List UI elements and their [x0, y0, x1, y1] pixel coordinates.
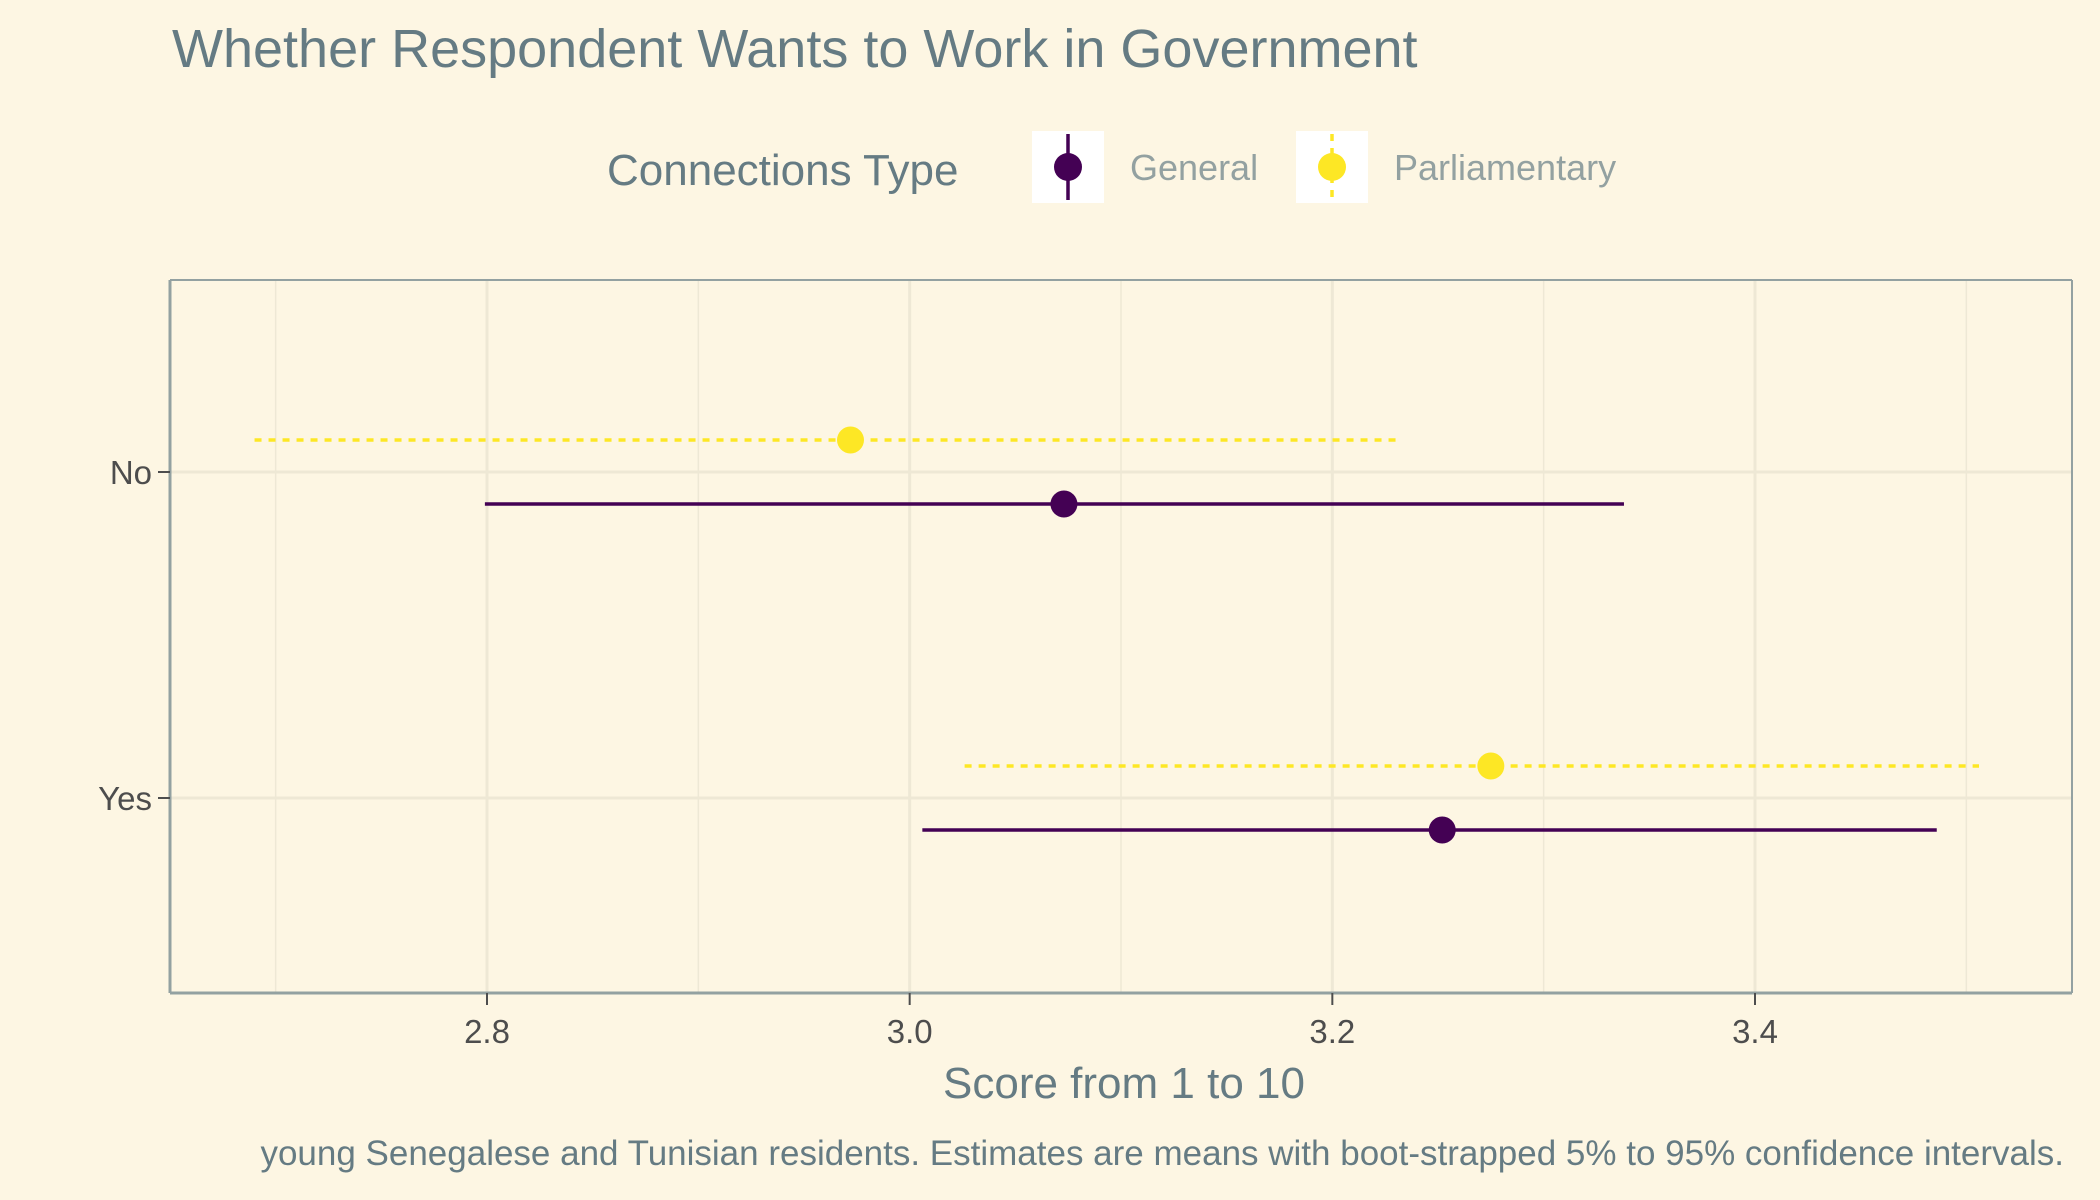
- x-tick-label: 2.8: [464, 1013, 510, 1050]
- plot-marks: [254, 426, 1980, 844]
- point-general-no: [1050, 490, 1078, 518]
- chart-title: Whether Respondent Wants to Work in Gove…: [172, 19, 1418, 79]
- caption: young Senegalese and Tunisian residents.…: [260, 1134, 2064, 1173]
- y-tick-label: Yes: [98, 780, 152, 817]
- x-tick-label: 3.0: [887, 1013, 933, 1050]
- legend-item-parliamentary: Parliamentary: [1296, 131, 1616, 203]
- legend-label: Parliamentary: [1394, 147, 1616, 188]
- y-tick-label: No: [110, 454, 152, 491]
- point-parliamentary-no: [836, 426, 864, 454]
- grid: [170, 280, 2072, 993]
- legend-item-general: General: [1032, 131, 1258, 203]
- legend-key-point: [1054, 153, 1082, 181]
- x-tick-label: 3.2: [1309, 1013, 1355, 1050]
- point-general-yes: [1428, 816, 1456, 844]
- legend-label: General: [1130, 147, 1258, 188]
- point-parliamentary-yes: [1477, 752, 1505, 780]
- x-tick-label: 3.4: [1732, 1013, 1778, 1050]
- legend-key-point: [1318, 153, 1346, 181]
- x-axis-title: Score from 1 to 10: [943, 1059, 1305, 1108]
- axes: No Yes 2.8 3.0 3.2 3.4: [98, 279, 2073, 1050]
- legend-title: Connections Type: [607, 146, 958, 195]
- legend: Connections Type General Parliamentary: [607, 131, 1616, 203]
